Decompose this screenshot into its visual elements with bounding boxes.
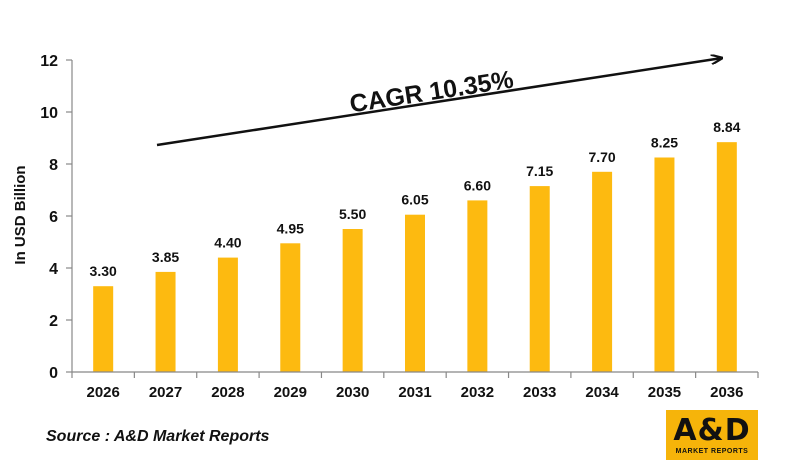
bars-group <box>93 142 737 372</box>
x-tick-label: 2035 <box>648 384 681 401</box>
cagr-arrow <box>156 58 722 147</box>
y-axis: 0 2 4 6 8 10 12 <box>40 53 73 382</box>
bar <box>217 257 238 372</box>
y-tick-label: 8 <box>49 157 58 174</box>
value-labels-group: 3.30 3.85 4.40 4.95 5.50 6.05 6.60 7.15 7.70 8.25… <box>90 119 741 279</box>
cagr-annotation: CAGR 10.35% <box>348 66 516 119</box>
brand-logo: A&D MARKET REPORTS <box>666 410 758 460</box>
y-tick-label: 2 <box>49 313 58 330</box>
y-tick-label: 0 <box>49 365 58 382</box>
bar <box>342 229 363 372</box>
bar <box>716 142 737 372</box>
bar-value-label: 3.30 <box>90 263 117 279</box>
x-tick-label: 2027 <box>149 384 182 401</box>
bar <box>93 286 114 372</box>
x-tick-label: 2030 <box>336 384 369 401</box>
y-tick-label: 4 <box>49 261 58 278</box>
x-tick-label: 2036 <box>710 384 743 401</box>
x-tick-label: 2026 <box>86 384 119 401</box>
y-tick-label: 12 <box>40 53 58 70</box>
bar-value-label: 4.40 <box>214 235 241 251</box>
source-note: Source : A&D Market Reports <box>46 428 270 445</box>
bar <box>654 157 675 372</box>
x-tick-label: 2029 <box>274 384 307 401</box>
bar <box>155 271 176 372</box>
x-tick-label: 2028 <box>211 384 244 401</box>
bar <box>529 186 550 372</box>
bar-value-label: 6.05 <box>401 192 428 208</box>
bar-value-label: 8.84 <box>713 119 740 135</box>
bar-value-label: 7.70 <box>588 149 615 165</box>
bar-value-label: 5.50 <box>339 206 366 222</box>
x-tick-label: 2033 <box>523 384 556 401</box>
bar-value-label: 6.60 <box>464 177 491 193</box>
bar-value-label: 3.85 <box>152 249 179 265</box>
bar-value-label: 4.95 <box>277 220 304 236</box>
x-tick-label: 2031 <box>398 384 431 401</box>
bar <box>280 243 301 372</box>
y-tick-label: 6 <box>49 209 58 226</box>
y-axis-label: In USD Billion <box>12 165 29 264</box>
bar-value-label: 7.15 <box>526 163 553 179</box>
bar-value-label: 8.25 <box>651 135 678 151</box>
bar <box>592 171 613 372</box>
bar <box>467 200 488 372</box>
logo-text: A&D <box>673 413 751 448</box>
y-tick-label: 10 <box>40 105 58 122</box>
bar <box>405 214 425 372</box>
x-tick-label: 2032 <box>461 384 494 401</box>
x-axis: 2026 2027 2028 2029 2030 2031 2032 2033 2034 2035… <box>71 371 759 401</box>
x-tick-label: 2034 <box>585 384 619 401</box>
logo-subtext: MARKET REPORTS <box>675 448 749 455</box>
